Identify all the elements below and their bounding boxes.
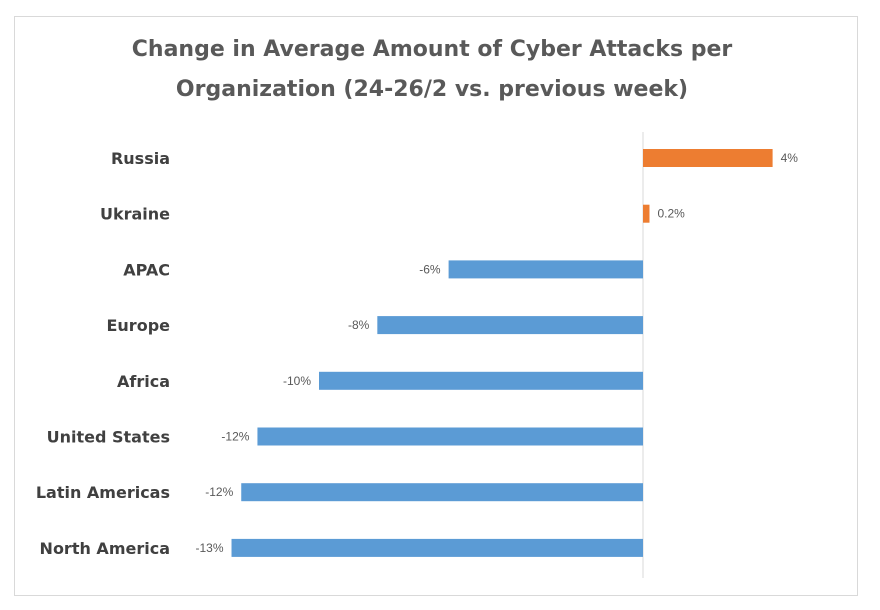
data-label: -6% bbox=[419, 262, 441, 276]
data-label: -8% bbox=[348, 318, 370, 332]
bar-apac bbox=[448, 260, 643, 279]
category-label: Russia bbox=[111, 149, 170, 168]
category-label: Ukraine bbox=[100, 205, 170, 224]
category-label: Latin Americas bbox=[36, 483, 170, 502]
data-label: -12% bbox=[221, 430, 249, 444]
bar-africa bbox=[319, 371, 643, 390]
category-label: Africa bbox=[117, 372, 170, 391]
bar-europe bbox=[377, 316, 643, 335]
bar-ukraine bbox=[643, 204, 650, 223]
bar-north-america bbox=[231, 538, 643, 557]
data-label: -12% bbox=[205, 485, 233, 499]
chart-frame bbox=[14, 16, 858, 596]
category-label: Europe bbox=[106, 316, 170, 335]
data-label: -13% bbox=[196, 541, 224, 555]
data-label: 0.2% bbox=[657, 207, 685, 221]
chart-title-line-2: Organization (24-26/2 vs. previous week) bbox=[175, 77, 689, 102]
bar-united-states bbox=[257, 427, 643, 446]
bar-latin-americas bbox=[241, 483, 644, 502]
data-label: -10% bbox=[283, 374, 311, 388]
category-label: North America bbox=[40, 539, 170, 558]
category-label: APAC bbox=[123, 260, 170, 279]
data-label: 4% bbox=[781, 151, 799, 165]
category-label: United States bbox=[47, 428, 170, 447]
chart-title-line-1: Change in Average Amount of Cyber Attack… bbox=[131, 37, 733, 62]
bar-russia bbox=[643, 149, 773, 167]
chart-title: Change in Average Amount of Cyber Attack… bbox=[0, 30, 864, 110]
